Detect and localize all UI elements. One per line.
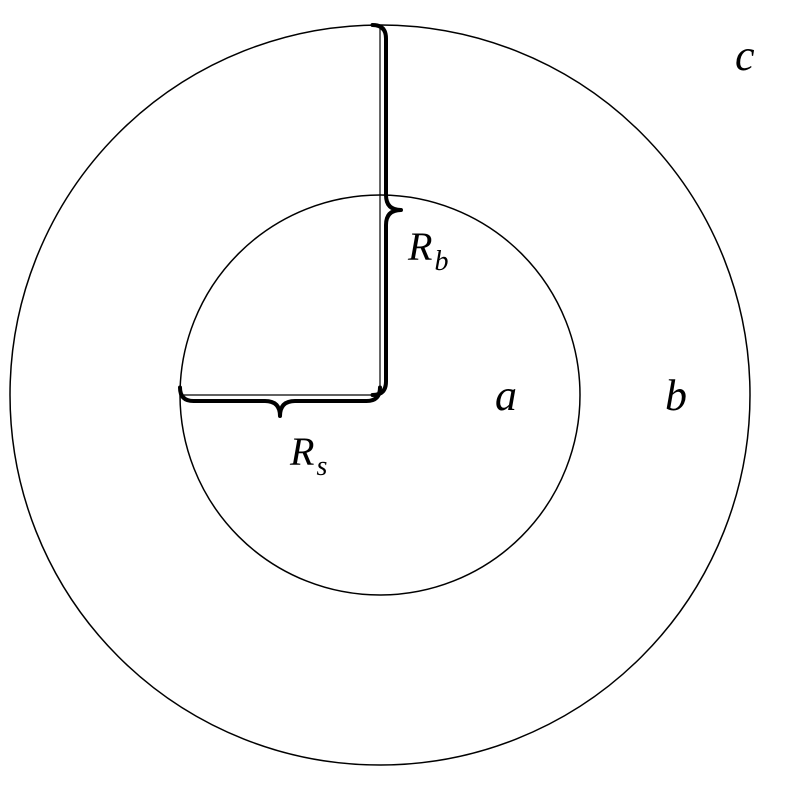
region-label-c: c [735, 31, 755, 80]
rs-brace [180, 388, 380, 417]
region-label-a: a [495, 371, 517, 420]
rs-label: Rs [289, 429, 327, 482]
rb-label: Rb [407, 224, 448, 277]
concentric-circles-diagram: Rs Rb a b c [0, 0, 800, 794]
rb-brace [373, 25, 402, 395]
region-label-b: b [665, 371, 687, 420]
